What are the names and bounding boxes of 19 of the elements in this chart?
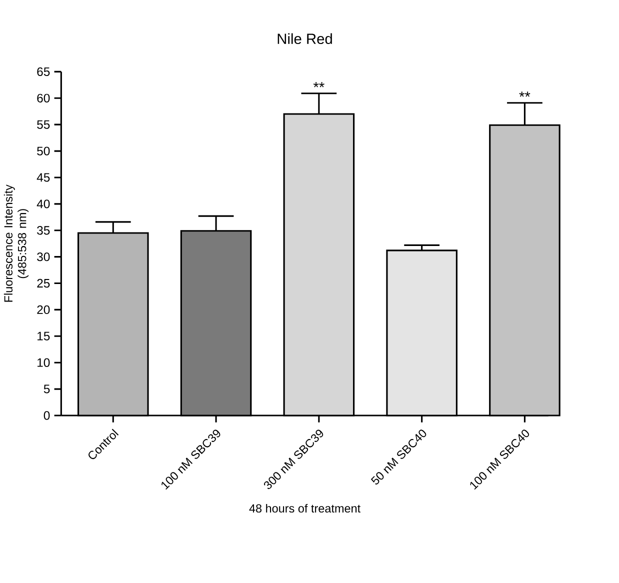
y-tick-label: 40 bbox=[36, 199, 50, 208]
y-tick-label: 65 bbox=[37, 67, 50, 76]
y-tick-label: 25 bbox=[37, 278, 50, 288]
y-tick-label: 45 bbox=[36, 173, 50, 182]
annotation: ** bbox=[313, 82, 324, 88]
y-tick-label: 30 bbox=[37, 252, 50, 261]
annotation: ** bbox=[519, 91, 530, 97]
y-tick-label: 0 bbox=[44, 410, 50, 420]
y-tick-label: 15 bbox=[38, 332, 50, 340]
y-tick-label: 60 bbox=[37, 94, 50, 102]
y-tick-label: 10 bbox=[38, 358, 50, 367]
y-tick-label: 5 bbox=[44, 384, 50, 394]
chart-title: Nile Red bbox=[278, 33, 332, 44]
y-tick-label: 50 bbox=[37, 146, 50, 156]
y-axis-title: Fluorescence Intensity (485:538 nm) bbox=[4, 184, 29, 302]
y-tick-label: 20 bbox=[37, 305, 50, 314]
y-tick-label: 55 bbox=[37, 120, 50, 129]
x-axis-title: 48 hours of treatment bbox=[249, 504, 360, 512]
y-tick-label: 35 bbox=[37, 226, 50, 234]
